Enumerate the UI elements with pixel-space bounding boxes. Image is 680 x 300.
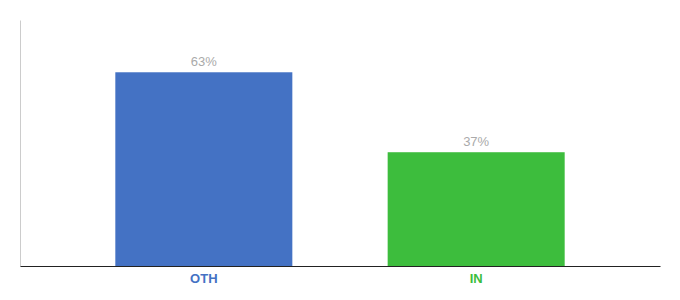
bar <box>115 72 292 266</box>
x-axis: OTH IN <box>21 266 661 286</box>
data-labels: 63% 37% <box>191 54 490 149</box>
x-axis-line <box>21 266 661 267</box>
chart-svg: OTH IN 63% 37% <box>0 0 680 300</box>
x-tick-label: OTH <box>190 271 217 286</box>
data-label: 37% <box>463 134 489 149</box>
x-tick-label: IN <box>470 271 483 286</box>
bar <box>388 152 565 266</box>
plot: OTH IN 63% 37% <box>21 21 661 287</box>
y-axis-line <box>20 21 21 267</box>
bars <box>115 72 564 266</box>
x-tick: OTH <box>190 266 217 286</box>
data-label: 63% <box>191 54 217 69</box>
x-tick: IN <box>470 266 483 286</box>
y-axis <box>20 21 21 267</box>
